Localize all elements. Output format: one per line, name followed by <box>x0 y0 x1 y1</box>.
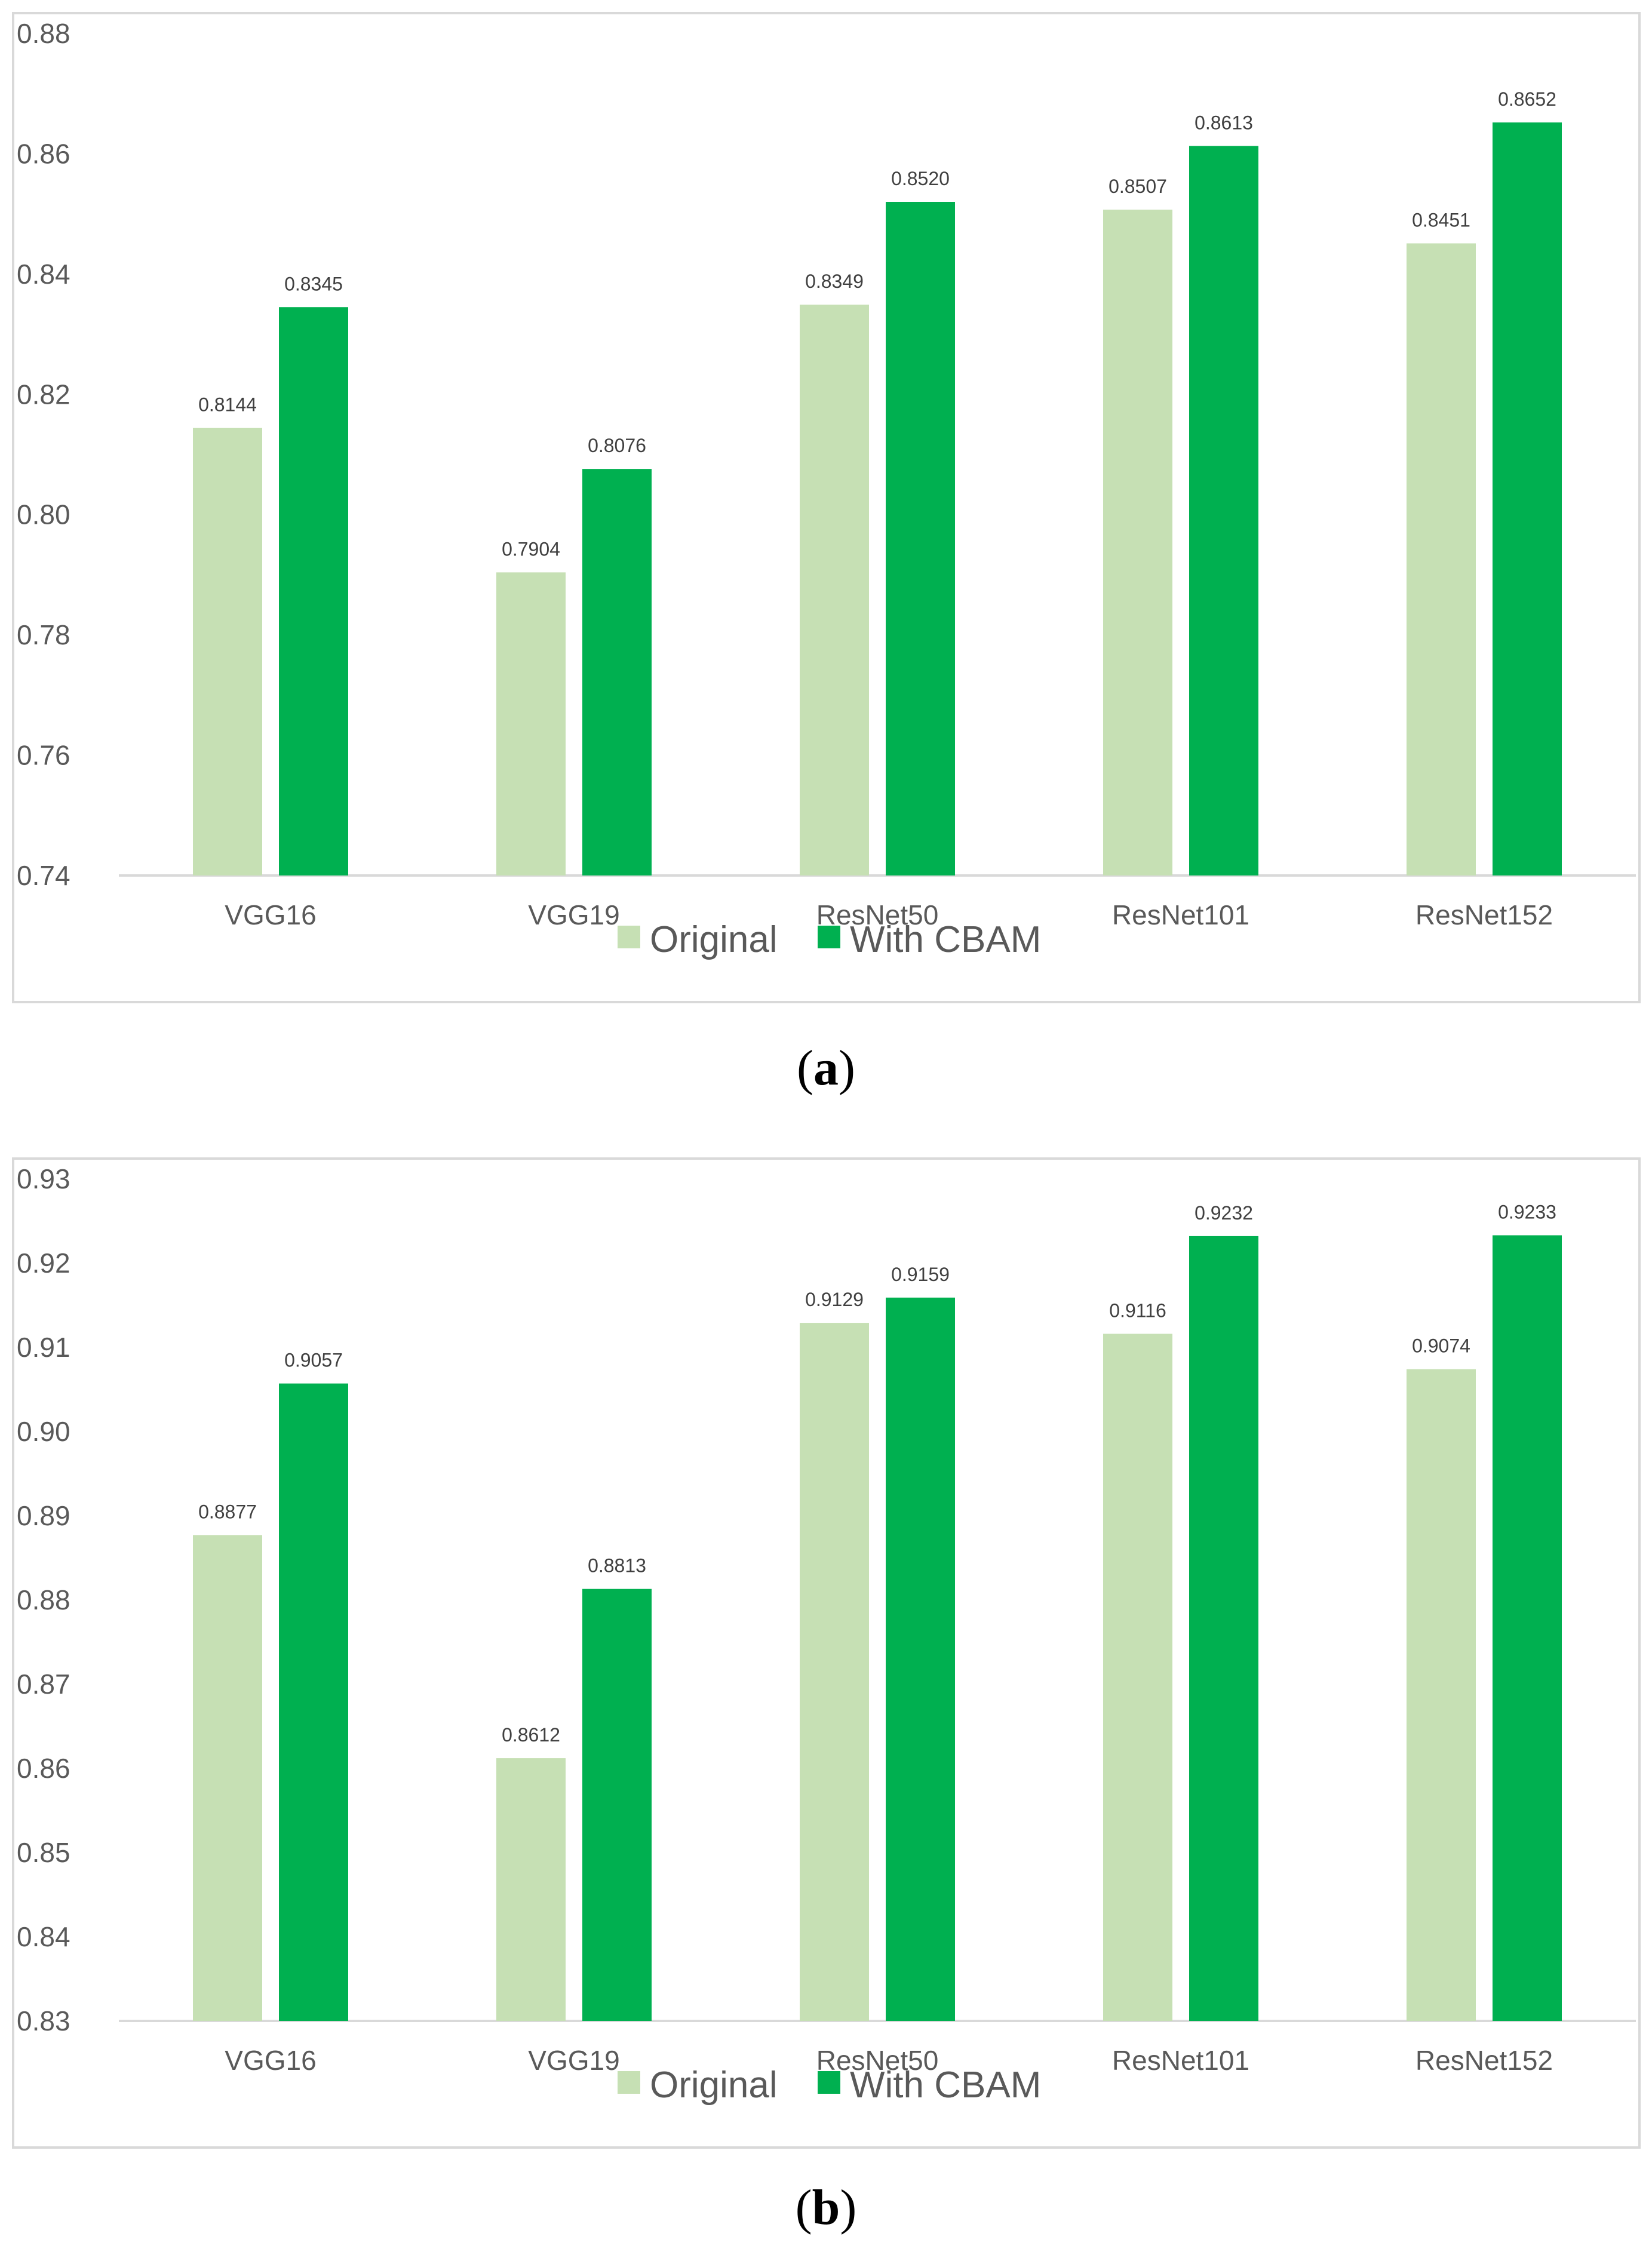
bar-with-cbam-resnet50 <box>886 1297 955 2021</box>
bar-with-cbam-vgg16 <box>279 307 348 875</box>
legend-label-original: Original <box>650 919 778 960</box>
y-tick-label: 0.88 <box>17 18 70 49</box>
bar-with-cbam-resnet152 <box>1493 122 1562 876</box>
chart-b-frame: 0.83 0.84 0.85 0.86 0.87 0.88 0.89 0.90 0.91 0.92… <box>12 1157 1641 2149</box>
bar-with-cbam-resnet101 <box>1189 1236 1258 2021</box>
y-tick-label: 0.84 <box>17 259 70 290</box>
x-tick-label: ResNet152 <box>1415 2045 1553 2076</box>
caption-a: (a) <box>797 1040 855 1096</box>
bar-original-vgg19 <box>496 1758 566 2021</box>
chart-b: 0.83 0.84 0.85 0.86 0.87 0.88 0.89 0.90 0.91 0.92… <box>17 1163 1636 2106</box>
x-tick-label: ResNet152 <box>1415 899 1553 930</box>
bar-original-vgg19 <box>496 572 566 875</box>
caption-b: (b) <box>795 2180 857 2235</box>
bar-original-vgg16 <box>193 428 262 875</box>
bar-original-resnet101 <box>1103 210 1172 875</box>
x-tick-label: ResNet101 <box>1112 2045 1249 2076</box>
y-tick-label: 0.74 <box>17 860 70 891</box>
data-label: 0.8813 <box>588 1555 646 1577</box>
data-label: 0.8345 <box>284 273 343 294</box>
data-label: 0.8613 <box>1195 112 1253 133</box>
data-label: 0.9116 <box>1109 1299 1166 1321</box>
y-tick-label: 0.85 <box>17 1837 70 1868</box>
y-tick-label: 0.86 <box>17 1753 70 1784</box>
y-tick-label: 0.82 <box>17 379 70 410</box>
y-tick-label: 0.86 <box>17 138 70 169</box>
data-label: 0.8349 <box>805 271 864 292</box>
y-tick-label: 0.88 <box>17 1584 70 1615</box>
y-tick-label: 0.90 <box>17 1416 70 1447</box>
chart-a: 0.74 0.76 0.78 0.80 0.82 0.84 0.86 0.88 0.8144 0.… <box>17 18 1636 960</box>
bar-with-cbam-vgg16 <box>279 1383 348 2021</box>
data-label: 0.7904 <box>502 538 560 560</box>
y-tick-label: 0.89 <box>17 1500 70 1531</box>
bar-original-vgg16 <box>193 1535 262 2021</box>
data-label: 0.8652 <box>1498 88 1556 110</box>
bar-original-resnet152 <box>1407 243 1476 875</box>
data-label: 0.8144 <box>198 394 257 416</box>
x-tick-label: ResNet101 <box>1112 899 1249 930</box>
data-label: 0.8451 <box>1412 209 1470 231</box>
data-label: 0.9159 <box>891 1264 950 1285</box>
y-tick-label: 0.83 <box>17 2005 70 2036</box>
y-tick-label: 0.84 <box>17 1921 70 1952</box>
x-tick-label: ResNet50 <box>816 2045 939 2076</box>
x-tick-label: VGG16 <box>225 2045 316 2076</box>
y-tick-label: 0.92 <box>17 1248 70 1279</box>
data-label: 0.8076 <box>588 435 646 456</box>
x-tick-label: VGG19 <box>528 899 619 930</box>
data-label: 0.9074 <box>1412 1335 1470 1357</box>
bar-original-resnet152 <box>1407 1369 1476 2021</box>
bar-with-cbam-resnet152 <box>1493 1235 1562 2021</box>
y-tick-label: 0.91 <box>17 1332 70 1363</box>
x-tick-label: VGG19 <box>528 2045 619 2076</box>
caption-a-letter: a <box>813 1040 839 1096</box>
bar-original-resnet50 <box>800 1323 869 2021</box>
data-label: 0.9057 <box>284 1350 343 1371</box>
y-tick-label: 0.78 <box>17 619 70 650</box>
data-label: 0.9232 <box>1195 1202 1253 1224</box>
legend-swatch-original <box>618 2071 640 2094</box>
legend-swatch-with-cbam <box>818 926 840 948</box>
chart-a-frame: 0.74 0.76 0.78 0.80 0.82 0.84 0.86 0.88 0.8144 0.… <box>12 12 1641 1003</box>
data-label: 0.8612 <box>502 1724 560 1746</box>
legend-label-original: Original <box>650 2065 778 2106</box>
bar-original-resnet101 <box>1103 1334 1172 2021</box>
legend-label-with-cbam: With CBAM <box>850 2065 1041 2106</box>
data-label: 0.8507 <box>1109 176 1167 197</box>
data-label: 0.9129 <box>805 1289 864 1310</box>
bar-with-cbam-resnet101 <box>1189 146 1258 876</box>
data-label: 0.8877 <box>198 1501 257 1522</box>
data-label: 0.9233 <box>1498 1201 1556 1222</box>
data-label: 0.8520 <box>891 168 950 189</box>
legend-swatch-original <box>618 926 640 948</box>
bar-with-cbam-resnet50 <box>886 202 955 875</box>
y-tick-label: 0.87 <box>17 1669 70 1700</box>
legend-swatch-with-cbam <box>818 2071 840 2094</box>
bar-with-cbam-vgg19 <box>582 469 652 875</box>
legend-label-with-cbam: With CBAM <box>850 919 1041 960</box>
y-tick-label: 0.93 <box>17 1163 70 1194</box>
x-tick-label: ResNet50 <box>816 899 939 930</box>
caption-b-letter: b <box>812 2180 840 2235</box>
x-tick-label: VGG16 <box>225 899 316 930</box>
y-tick-label: 0.80 <box>17 499 70 530</box>
bar-with-cbam-vgg19 <box>582 1589 652 2021</box>
y-tick-label: 0.76 <box>17 740 70 771</box>
bar-original-resnet50 <box>800 305 869 875</box>
